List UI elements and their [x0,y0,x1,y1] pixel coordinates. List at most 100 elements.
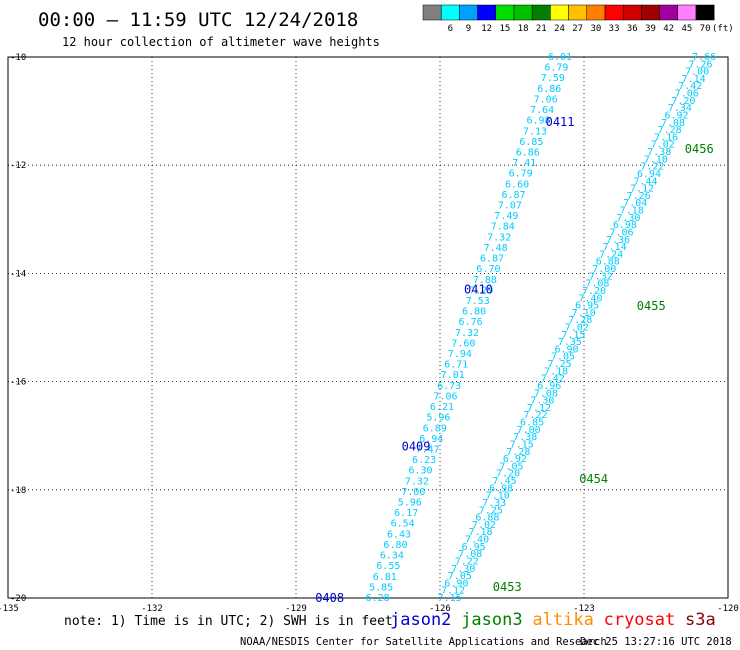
plot-frame [7,56,729,599]
legend-swatch [477,4,497,21]
wave-height-label: 6.96 [537,381,561,392]
wave-height-color-legend: 6 9 12 15 18 21 24 27 30 33 36 39 42 45 70 [422,4,715,34]
wave-height-label: 6.54 [391,519,415,530]
wave-height-label: 7.35 [558,337,582,348]
wave-height-label: 7.05 [551,352,575,363]
wave-height-label: 7.45 [493,476,517,487]
wave-height-label: 6.88 [475,513,499,524]
wave-height-label: 6.90 [554,344,578,355]
wave-height-label: 6.90 [444,578,468,589]
wave-height-label: 7.41 [512,158,536,169]
wave-height-label: 6.86 [537,84,561,95]
wave-height-label: 6.85 [520,418,544,429]
wave-height-label: 7.30 [616,213,640,224]
wave-height-label: 7.40 [465,535,489,546]
wave-height-label: 6.21 [430,402,454,413]
y-tick-label: -14 [10,269,26,279]
legend-bin-label: 24 [554,24,565,34]
x-tick-label: -123 [573,604,595,614]
wave-height-label: 7.24 [599,249,623,260]
legend-bin-label: 36 [627,24,638,34]
wave-height-label: 7.18 [468,527,492,538]
legend-bin-label: 12 [481,24,492,34]
wave-height-label: 7.88 [473,275,497,286]
wave-height-label: 6.92 [664,110,688,121]
legend-bin-label: 21 [536,24,547,34]
wave-height-label: 6.28 [366,593,390,604]
wave-height-label: 6.95 [575,301,599,312]
wave-height-label: 7.20 [582,286,606,297]
pass-time-label: 0455 [637,299,666,313]
wave-height-label: 7.10 [644,154,668,165]
wave-height-label: 7.20 [496,469,520,480]
wave-height-label: 7.33 [482,498,506,509]
wave-height-label: 7.15 [561,330,585,341]
wave-height-label: 7.18 [620,206,644,217]
wave-height-label: 7.42 [541,374,565,385]
wave-height-label: 6.92 [503,454,527,465]
wave-height-label: 6.71 [444,360,468,371]
wave-height-label: 7.26 [689,59,713,70]
wave-height-label: 7.01 [441,370,465,381]
wave-height-label: 7.15 [438,593,462,604]
wave-height-label: 7.25 [548,359,572,370]
legend-bin-label: 18 [518,24,529,34]
wave-height-label: 7.16 [654,132,678,143]
wave-height-label: 7.08 [534,388,558,399]
pass-time-label: 0409 [402,440,431,454]
legend-bin-label: 42 [663,24,674,34]
wave-height-label: 7.34 [668,103,692,114]
wave-height-label: 6.94 [419,434,443,445]
wave-height-label: 7.04 [623,198,647,209]
wave-height-label: 7.02 [651,140,675,151]
wave-height-label: 6.80 [383,540,407,551]
pass-time-label: 0411 [546,115,575,129]
wave-height-label: 6.87 [501,190,525,201]
wave-height-label: 7.40 [579,293,603,304]
wave-height-label: 5.96 [398,498,422,509]
wave-height-label: 7.59 [541,73,565,84]
wave-height-label: 6.89 [423,423,447,434]
legend-swatch [568,4,588,21]
satellite-legend-s3a: s3a [685,610,716,630]
wave-height-label: 6.70 [476,264,500,275]
wave-height-label: 7.22 [523,410,547,421]
wave-height-label: 7.49 [494,211,518,222]
wave-height-label: 7.38 [647,147,671,158]
wave-height-label: 7.00 [517,425,541,436]
x-tick-label: -129 [285,604,307,614]
x-tick-label: -126 [429,604,451,614]
legend-swatch [513,4,533,21]
wave-height-label: 7.10 [486,491,510,502]
wave-height-label: 7.48 [484,243,508,254]
legend-swatch [586,4,606,21]
chart-subtitle: 12 hour collection of altimeter wave hei… [62,35,380,49]
wave-height-label: 7.25 [479,505,503,516]
legend-swatch [550,4,569,21]
wave-height-label: 6.60 [505,179,529,190]
wave-height-label: 7.06 [534,94,558,105]
x-tick-label: -135 [0,604,19,614]
wave-height-label: 7.00 [401,487,425,498]
wave-height-label: 7.84 [491,222,515,233]
wave-height-label: 7.26 [627,191,651,202]
wave-height-label: 7.32 [487,232,511,243]
wave-height-label: 7.30 [530,396,554,407]
x-tick-label: -120 [717,604,739,614]
wave-height-label: 7.05 [499,461,523,472]
wave-height-label: 6.76 [459,317,483,328]
wave-height-label: 7.64 [530,105,554,116]
legend-swatch [440,4,460,21]
satellite-legend-cryosat: cryosat [604,610,676,630]
wave-height-label: 7.30 [451,564,475,575]
wave-height-label: 7.13 [523,126,547,137]
wave-height-label: 7.06 [434,391,458,402]
wave-height-label: 7.14 [603,242,627,253]
wave-height-label: 6.94 [637,169,661,180]
plot-grid [8,57,728,598]
pass-time-label: 0456 [685,142,714,156]
legend-swatch [695,4,715,21]
pass-time-label: 0453 [493,580,522,594]
wave-height-label: 7.29 [469,285,493,296]
